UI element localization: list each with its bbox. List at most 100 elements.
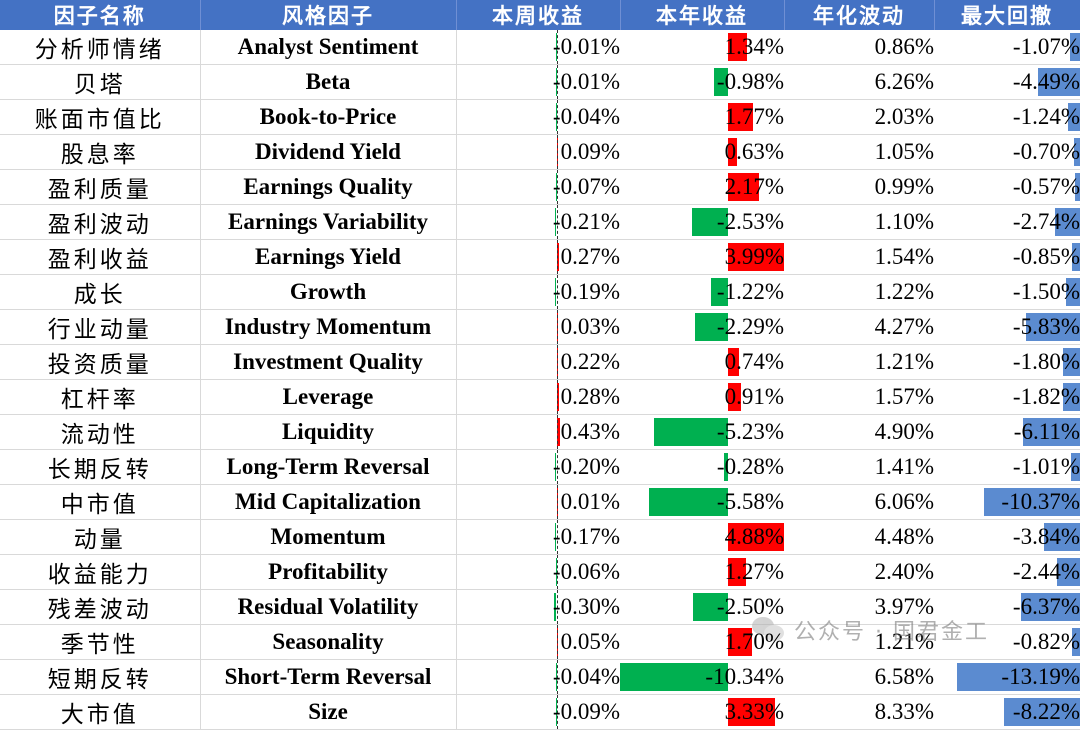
factor-name-cn: 收益能力	[0, 555, 200, 590]
weekly-return-value: 0.28%	[561, 384, 620, 409]
ytd-return-cell: 1.34%	[620, 30, 784, 65]
weekly-return-cell: -0.07%	[456, 170, 620, 205]
factor-name-cn: 行业动量	[0, 310, 200, 345]
ytd-return-cell: 1.70%	[620, 625, 784, 660]
factor-name-cn: 盈利质量	[0, 170, 200, 205]
max-drawdown-cell: -1.82%	[934, 380, 1080, 415]
weekly-return-value: -0.01%	[553, 34, 620, 59]
weekly-return-cell: 0.43%	[456, 415, 620, 450]
max-drawdown-cell: -4.49%	[934, 65, 1080, 100]
weekly-return-zero-axis	[557, 415, 558, 449]
weekly-return-value: -0.06%	[553, 559, 620, 584]
max-drawdown-cell: -0.57%	[934, 170, 1080, 205]
factor-name-en: Momentum	[200, 520, 456, 555]
ytd-return-value: 3.99%	[725, 244, 784, 269]
factor-name-en: Seasonality	[200, 625, 456, 660]
weekly-return-value: -0.04%	[553, 104, 620, 129]
ytd-return-cell: 4.88%	[620, 520, 784, 555]
weekly-return-cell: 0.27%	[456, 240, 620, 275]
weekly-return-cell: -0.21%	[456, 205, 620, 240]
factor-name-en: Book-to-Price	[200, 100, 456, 135]
weekly-return-cell: -0.09%	[456, 695, 620, 730]
max-drawdown-value: -1.07%	[1013, 34, 1080, 59]
weekly-return-cell: 0.01%	[456, 485, 620, 520]
annual-volatility-value: 1.41%	[784, 450, 934, 485]
annual-volatility-value: 2.40%	[784, 555, 934, 590]
weekly-return-cell: 0.22%	[456, 345, 620, 380]
factor-name-cn: 贝塔	[0, 65, 200, 100]
max-drawdown-value: -3.84%	[1013, 524, 1080, 549]
max-drawdown-value: -2.74%	[1013, 209, 1080, 234]
weekly-return-value: 0.01%	[561, 489, 620, 514]
annual-volatility-value: 1.21%	[784, 625, 934, 660]
ytd-return-cell: -1.22%	[620, 275, 784, 310]
weekly-return-value: -0.20%	[553, 454, 620, 479]
weekly-return-cell: -0.19%	[456, 275, 620, 310]
weekly-return-cell: 0.28%	[456, 380, 620, 415]
annual-volatility-value: 0.86%	[784, 30, 934, 65]
max-drawdown-value: -0.85%	[1013, 244, 1080, 269]
factor-name-cn: 账面市值比	[0, 100, 200, 135]
max-drawdown-value: -1.82%	[1013, 384, 1080, 409]
max-drawdown-cell: -2.74%	[934, 205, 1080, 240]
ytd-return-value: 3.33%	[725, 699, 784, 724]
max-drawdown-cell: -13.19%	[934, 660, 1080, 695]
factor-name-en: Short-Term Reversal	[200, 660, 456, 695]
weekly-return-value: 0.22%	[561, 349, 620, 374]
factor-name-cn: 杠杆率	[0, 380, 200, 415]
weekly-return-cell: 0.03%	[456, 310, 620, 345]
ytd-return-cell: 1.27%	[620, 555, 784, 590]
annual-volatility-value: 4.90%	[784, 415, 934, 450]
weekly-return-zero-axis	[557, 240, 558, 274]
factor-name-en: Liquidity	[200, 415, 456, 450]
max-drawdown-cell: -0.70%	[934, 135, 1080, 170]
header-annual-volatility: 年化波动	[784, 0, 934, 30]
factor-name-cn: 股息率	[0, 135, 200, 170]
max-drawdown-value: -1.01%	[1013, 454, 1080, 479]
factor-name-en: Leverage	[200, 380, 456, 415]
ytd-return-cell: 0.63%	[620, 135, 784, 170]
max-drawdown-cell: -0.82%	[934, 625, 1080, 660]
factor-name-en: Analyst Sentiment	[200, 30, 456, 65]
ytd-return-cell: -2.29%	[620, 310, 784, 345]
factor-name-en: Mid Capitalization	[200, 485, 456, 520]
max-drawdown-value: -0.70%	[1013, 139, 1080, 164]
ytd-return-cell: -5.58%	[620, 485, 784, 520]
ytd-return-value: 2.17%	[725, 174, 784, 199]
weekly-return-cell: -0.06%	[456, 555, 620, 590]
max-drawdown-cell: -8.22%	[934, 695, 1080, 730]
weekly-return-value: 0.03%	[561, 314, 620, 339]
factor-name-en: Size	[200, 695, 456, 730]
annual-volatility-value: 1.54%	[784, 240, 934, 275]
weekly-return-value: 0.43%	[561, 419, 620, 444]
weekly-return-zero-axis	[557, 380, 558, 414]
max-drawdown-value: -5.83%	[1013, 314, 1080, 339]
weekly-return-value: 0.27%	[561, 244, 620, 269]
ytd-return-cell: 2.17%	[620, 170, 784, 205]
max-drawdown-cell: -1.50%	[934, 275, 1080, 310]
ytd-return-value: 1.34%	[725, 34, 784, 59]
annual-volatility-value: 6.06%	[784, 485, 934, 520]
max-drawdown-cell: -1.01%	[934, 450, 1080, 485]
max-drawdown-value: -10.37%	[1001, 489, 1080, 514]
annual-volatility-value: 1.10%	[784, 205, 934, 240]
ytd-return-value: 4.88%	[725, 524, 784, 549]
weekly-return-cell: -0.20%	[456, 450, 620, 485]
factor-name-en: Industry Momentum	[200, 310, 456, 345]
weekly-return-zero-axis	[557, 310, 558, 344]
factor-name-en: Earnings Yield	[200, 240, 456, 275]
factor-name-cn: 流动性	[0, 415, 200, 450]
header-max-drawdown: 最大回撤	[934, 0, 1080, 30]
